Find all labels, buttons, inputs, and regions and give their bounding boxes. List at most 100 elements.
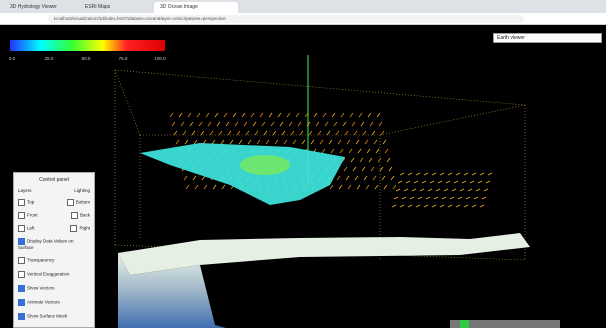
url[interactable]: localhost/visualization/3d/index.html?da…	[48, 15, 524, 23]
vector	[268, 112, 273, 118]
vector	[421, 180, 427, 184]
checkbox-label: Front	[27, 212, 38, 218]
vector	[447, 204, 453, 208]
checkbox-box[interactable]	[18, 212, 25, 219]
checkbox-label: Bottom	[75, 199, 90, 205]
option-box[interactable]	[18, 299, 25, 306]
checkbox[interactable]: Top	[18, 199, 34, 206]
vector	[259, 112, 264, 118]
option-label: Vertical Exaggeration	[27, 271, 70, 277]
vector	[348, 148, 353, 154]
vector	[425, 196, 431, 200]
option-box[interactable]	[18, 257, 25, 264]
vector	[366, 148, 371, 154]
vector	[459, 188, 465, 192]
vector	[254, 130, 259, 136]
vector	[431, 204, 437, 208]
option[interactable]: Display Data Values on Surface	[14, 238, 94, 250]
option-box[interactable]	[18, 285, 25, 292]
checkbox-label: Top	[27, 199, 35, 205]
option[interactable]: Show Surface Mesh	[14, 313, 94, 320]
tab[interactable]: 3D Ocean Image	[154, 2, 238, 13]
vector	[415, 204, 421, 208]
vector	[216, 121, 221, 127]
checkbox-box[interactable]	[18, 199, 25, 206]
vector	[344, 130, 349, 136]
checkbox[interactable]: Right	[70, 225, 90, 232]
vector	[330, 148, 335, 154]
checkbox-label: Left	[27, 225, 35, 231]
option[interactable]: Animate Vectors	[14, 299, 94, 306]
vector	[288, 121, 293, 127]
option-box[interactable]	[18, 271, 25, 278]
vector	[339, 148, 344, 154]
vector	[274, 139, 279, 145]
vector	[297, 121, 302, 127]
checkbox[interactable]: Bottom	[66, 199, 90, 206]
vector	[306, 121, 311, 127]
vector	[184, 139, 189, 145]
tab[interactable]: ESRI Maps	[85, 4, 111, 10]
vector	[363, 175, 368, 181]
option[interactable]: Vertical Exaggeration	[14, 271, 94, 278]
vector	[359, 157, 364, 163]
checkbox[interactable]: Front	[18, 212, 38, 219]
view-dropdown[interactable]: Earth viewer	[493, 33, 602, 43]
option-box[interactable]	[18, 313, 25, 320]
vector	[347, 184, 352, 190]
checkbox[interactable]: Left	[18, 225, 35, 232]
vector	[388, 166, 393, 172]
vector	[349, 112, 354, 118]
vector	[245, 130, 250, 136]
vector	[225, 121, 230, 127]
wireframe	[114, 69, 141, 136]
option[interactable]: Transparency	[14, 257, 94, 264]
vector	[392, 184, 397, 190]
vector	[189, 121, 194, 127]
vector	[223, 112, 228, 118]
vector	[175, 139, 180, 145]
vector	[241, 112, 246, 118]
vector	[483, 188, 489, 192]
vector	[473, 196, 479, 200]
vector	[477, 180, 483, 184]
vector	[335, 130, 340, 136]
option-box[interactable]	[18, 238, 25, 245]
vector	[211, 139, 216, 145]
vector	[369, 121, 374, 127]
vector	[453, 180, 459, 184]
tab[interactable]: 3D Hydrology Viewer	[10, 4, 57, 10]
vector	[272, 130, 277, 136]
vector	[331, 112, 336, 118]
checkbox-box[interactable]	[18, 225, 25, 232]
checkbox-box[interactable]	[66, 199, 74, 206]
vector	[238, 139, 243, 145]
vector	[247, 139, 252, 145]
vector	[295, 112, 300, 118]
checkbox[interactable]: Back	[70, 212, 90, 219]
checkbox-box[interactable]	[70, 212, 78, 219]
vector	[229, 139, 234, 145]
vector	[171, 121, 176, 127]
vector	[429, 180, 435, 184]
vector	[370, 166, 375, 172]
vector	[361, 166, 366, 172]
vector	[463, 172, 469, 176]
vector	[475, 188, 481, 192]
checkbox-box[interactable]	[70, 225, 78, 232]
vector	[328, 139, 333, 145]
option-label: Show Surface Mesh	[27, 313, 68, 319]
vector	[433, 196, 439, 200]
vector	[374, 184, 379, 190]
vector	[337, 139, 342, 145]
vector	[173, 130, 178, 136]
vector	[439, 204, 445, 208]
vector	[205, 112, 210, 118]
vector	[445, 180, 451, 184]
colorbar	[10, 40, 165, 51]
vector	[399, 204, 405, 208]
vector	[362, 130, 367, 136]
vector	[263, 130, 268, 136]
control-panel: Control panel Layers Lighting Top Bottom Fron…	[13, 172, 95, 328]
option[interactable]: Show Vectors	[14, 285, 94, 292]
